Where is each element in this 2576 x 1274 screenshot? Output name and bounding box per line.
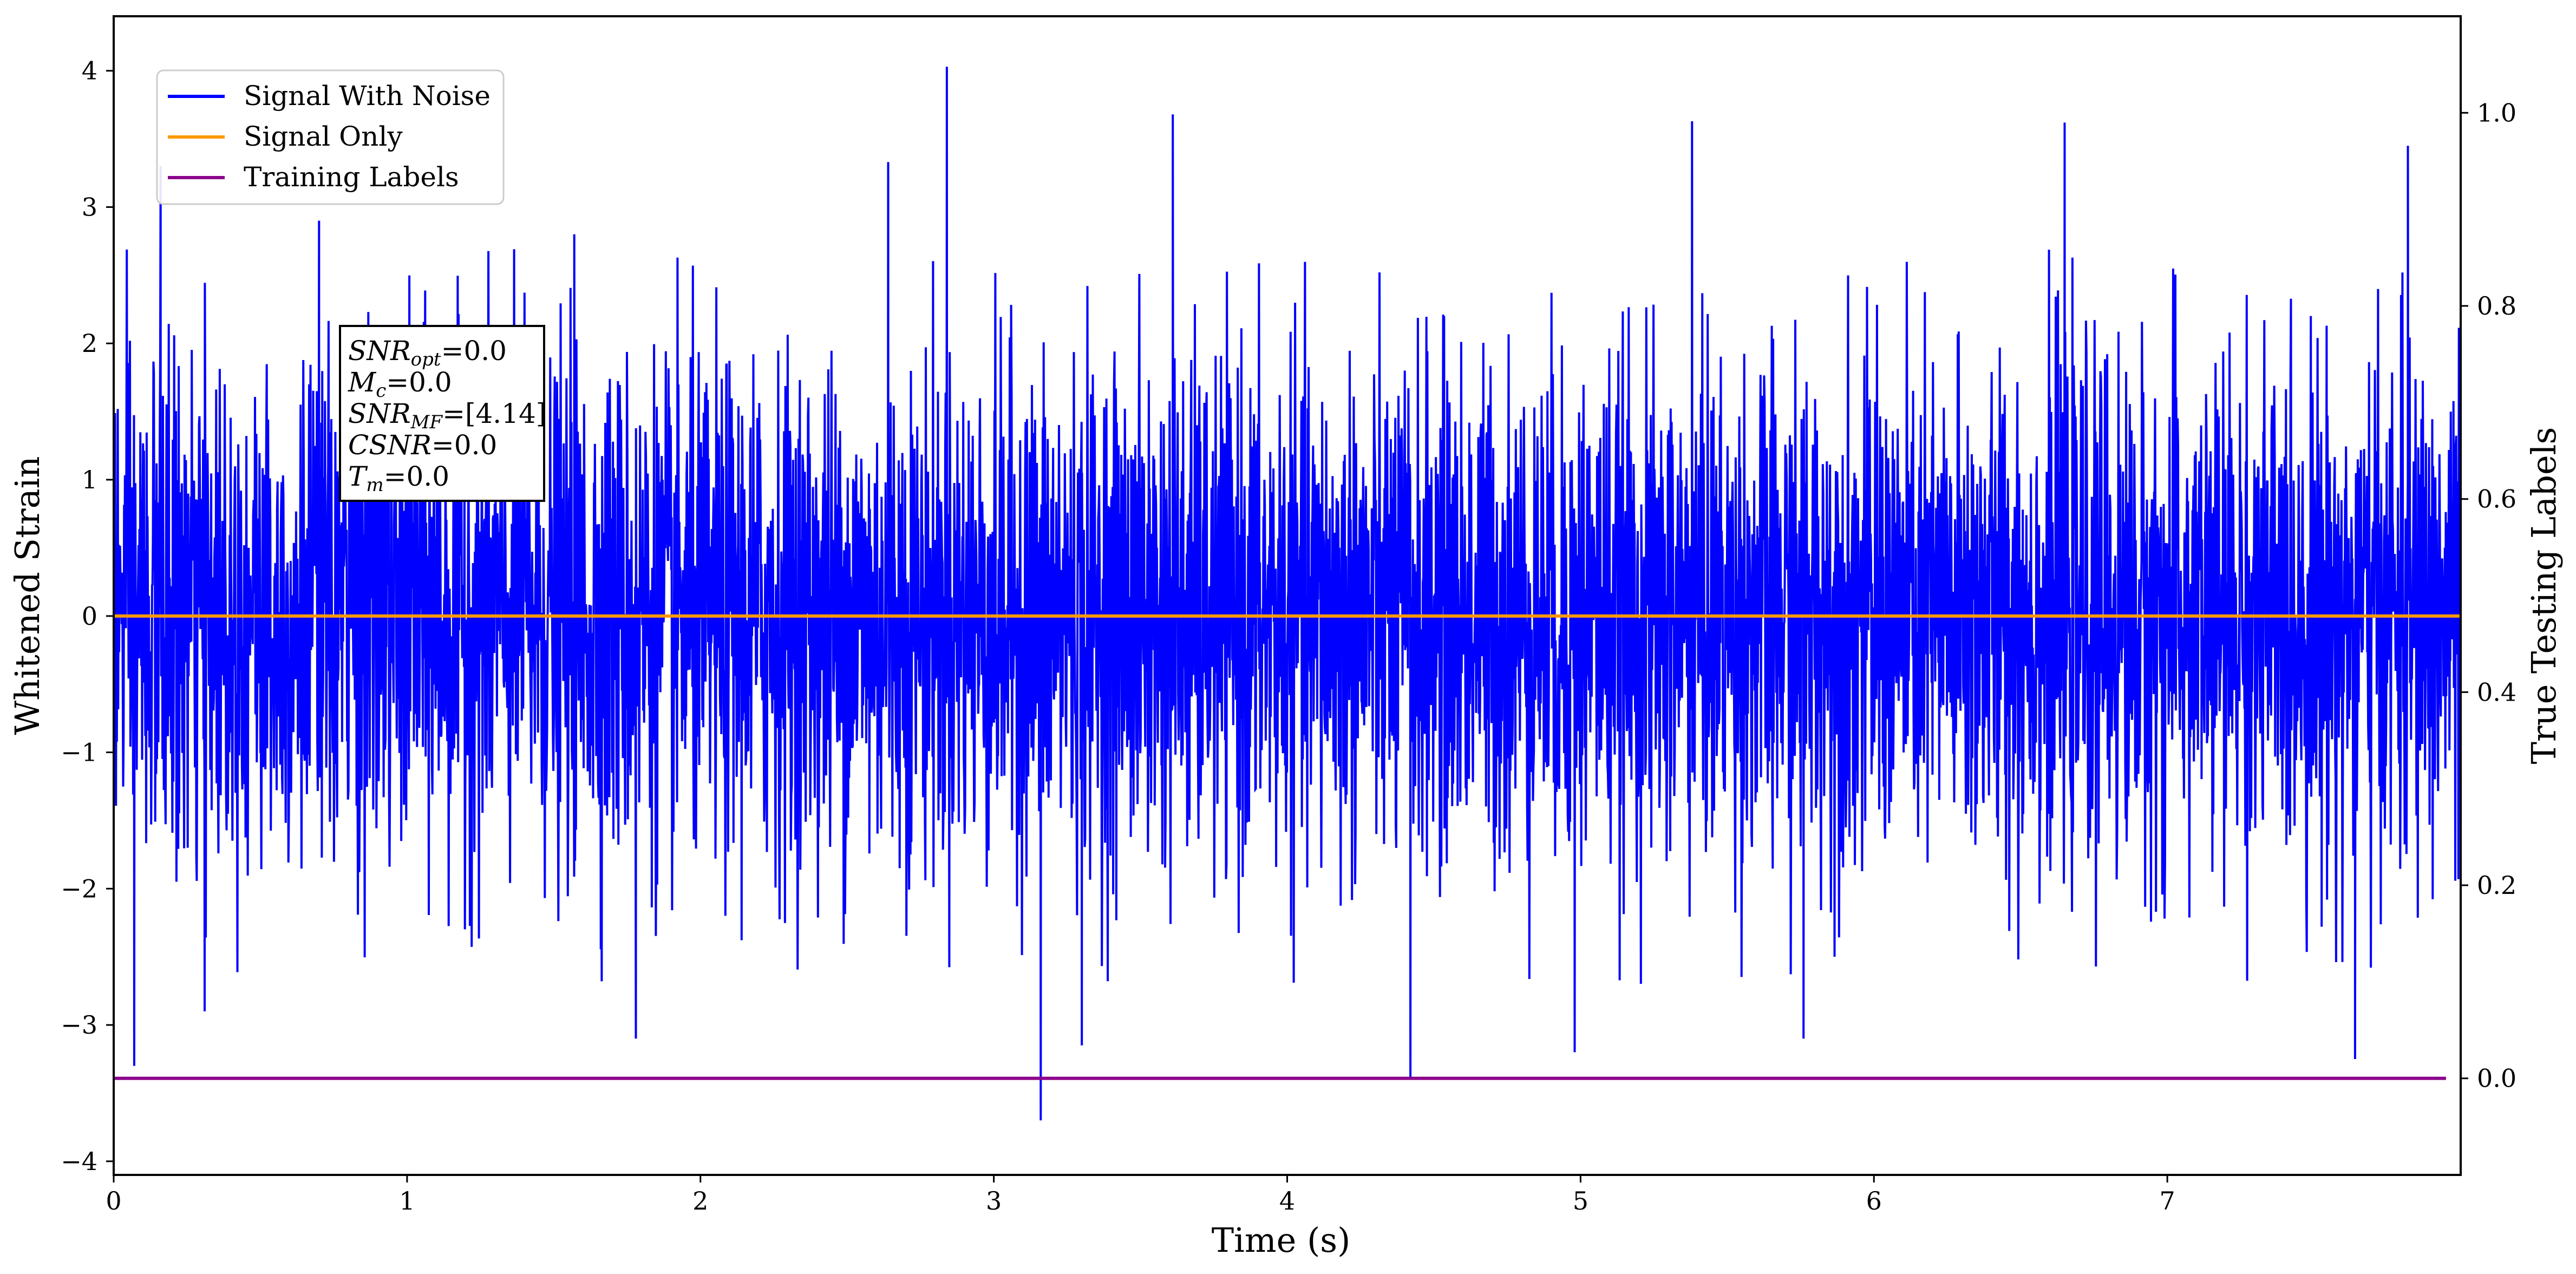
x-tick-label: 3 [986,1186,1002,1216]
y-tick-label: −1 [61,738,97,767]
x-tick-label: 4 [1279,1186,1295,1216]
y-tick-label: 2 [82,329,97,358]
annotation-line: SNRMF=[4.14] [348,398,546,433]
legend-label-signal-only: Signal Only [244,121,403,152]
legend-box [156,69,505,205]
legend-label-training-labels: Training Labels [244,161,459,193]
y-tick-label: 3 [82,192,97,221]
y-tick-label: −4 [61,1147,97,1176]
x-axis-ticks: 0 1 2 3 4 5 6 7 [106,1175,2175,1216]
annotation-lines: SNRopt=0.0Mc=0.0SNRMF=[4.14]CSNR=0.0Tm=0… [348,335,546,496]
x-tick-label: 5 [1573,1186,1588,1216]
y2-tick-label: 0.2 [2477,871,2516,900]
x-tick-label: 0 [106,1186,121,1216]
annotation-line: CSNR=0.0 [348,429,497,461]
annotation-line: SNRopt=0.0 [348,335,507,370]
y-tick-label: −2 [61,874,97,903]
y-axis-left-label: Whitened Strain [8,456,47,735]
x-tick-label: 6 [1866,1186,1882,1216]
y2-tick-label: 0.6 [2477,485,2516,514]
y2-tick-label: 1.0 [2477,98,2516,127]
annotation-line: Tm=0.0 [348,461,449,496]
annotation-box [339,325,545,502]
legend: Signal With Noise Signal Only Training L… [156,69,505,205]
legend-label-signal-with-noise: Signal With Noise [244,80,491,112]
signal-with-noise-line [113,67,2462,1121]
snr-annotation: SNRopt=0.0Mc=0.0SNRMF=[4.14]CSNR=0.0Tm=0… [339,325,546,502]
x-tick-label: 1 [399,1186,415,1216]
x-axis-label: Time (s) [1212,1220,1351,1260]
annotation-line: Mc=0.0 [348,367,452,402]
y-tick-label: −3 [61,1010,97,1040]
y-tick-label: 4 [82,56,97,86]
y2-tick-label: 0.0 [2477,1064,2516,1093]
y2-tick-label: 0.4 [2477,677,2516,707]
y-axis-left-ticks: 4 3 2 1 0 −1 −2 −3 −4 [61,56,114,1176]
y-axis-right-ticks: 1.0 0.8 0.6 0.4 0.2 0.0 [2461,98,2516,1093]
x-tick-label: 7 [2159,1186,2175,1216]
signal-with-noise-series [113,67,2462,1121]
x-tick-label: 2 [692,1186,708,1216]
y2-tick-label: 0.8 [2477,291,2516,321]
y-tick-label: 0 [82,602,97,631]
y-tick-label: 1 [82,465,97,494]
y-axis-right-label: True Testing Labels [2524,427,2564,765]
